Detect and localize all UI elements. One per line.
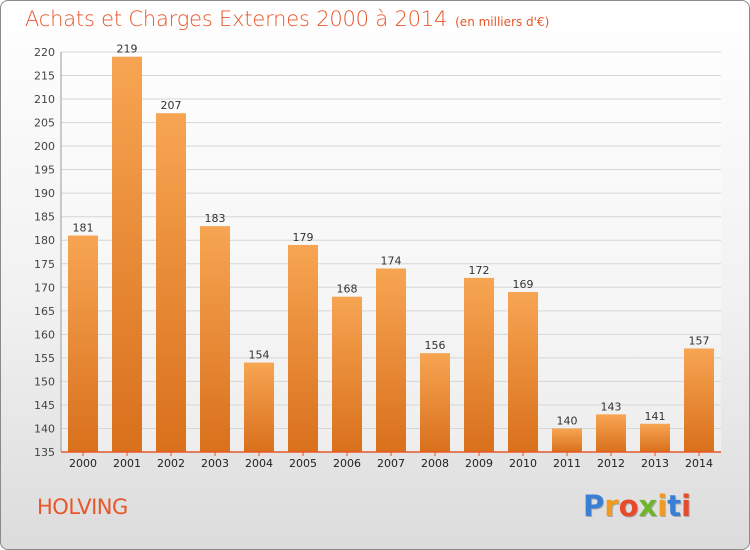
x-tick-label: 2005	[289, 457, 317, 470]
bar	[112, 56, 142, 453]
x-tick-label: 2003	[201, 457, 229, 470]
y-tick-label: 180	[34, 234, 55, 247]
logo-letter: t	[667, 489, 682, 523]
logo-letter: x	[638, 489, 658, 523]
logo-letter: i	[681, 489, 692, 523]
bar	[200, 226, 230, 452]
bar	[68, 235, 98, 452]
x-tick-label: 2010	[509, 457, 537, 470]
y-tick-label: 175	[34, 258, 55, 271]
value-label: 207	[161, 99, 182, 112]
y-tick-label: 220	[34, 46, 55, 59]
y-tick-labels: 135 140 145 150 155 160 165 170 175 180 185 190 195 2…	[34, 46, 55, 459]
chart-unit-note: (en milliers d'€)	[455, 15, 550, 29]
value-label: 183	[205, 212, 226, 225]
x-tick-label: 2009	[465, 457, 493, 470]
y-tick-label: 215	[34, 70, 55, 83]
bar	[376, 268, 406, 452]
y-tick-label: 205	[34, 117, 55, 130]
proxiti-logo: Proxiti	[583, 489, 691, 523]
bar	[596, 414, 626, 452]
value-label: 156	[425, 339, 446, 352]
x-tick-label: 2000	[69, 457, 97, 470]
x-tick-label: 2006	[333, 457, 361, 470]
bar	[684, 348, 714, 452]
bar	[244, 362, 274, 452]
y-tick-label: 135	[34, 446, 55, 459]
y-tick-label: 185	[34, 211, 55, 224]
bar	[508, 292, 538, 452]
value-label: 168	[337, 283, 358, 296]
y-tick-label: 200	[34, 140, 55, 153]
bars	[68, 56, 714, 453]
y-tick-label: 170	[34, 281, 55, 294]
x-tick-labels: 2000 2001 2002 2003 2004 2005 2006 2007 2008 2009…	[69, 457, 713, 470]
x-tick-label: 2011	[553, 457, 581, 470]
value-label: 157	[689, 334, 710, 347]
bar	[640, 423, 670, 452]
title-line: Achats et Charges Externes 2000 à 2014 (e…	[25, 7, 549, 31]
y-tick-label: 145	[34, 399, 55, 412]
value-labels: 181 219 207 183 154 179 168 174 156 172 169 140 143 1…	[73, 43, 710, 428]
value-label: 143	[601, 400, 622, 413]
value-label: 154	[249, 349, 270, 362]
y-tick-label: 195	[34, 164, 55, 177]
y-tick-label: 210	[34, 93, 55, 106]
bar	[156, 113, 186, 453]
bar	[420, 353, 450, 452]
axes	[60, 52, 721, 456]
value-label: 219	[117, 43, 138, 56]
value-label: 169	[513, 278, 534, 291]
y-tick-label: 150	[34, 375, 55, 388]
value-label: 140	[557, 414, 578, 427]
bar	[464, 277, 494, 452]
logo-letter: P	[583, 489, 605, 523]
bar	[552, 428, 582, 452]
y-tick-label: 140	[34, 422, 55, 435]
x-tick-label: 2012	[597, 457, 625, 470]
value-label: 141	[645, 410, 666, 423]
bar	[332, 296, 362, 452]
logo-letter: o	[618, 489, 639, 523]
value-label: 172	[469, 264, 490, 277]
x-tick-label: 2008	[421, 457, 449, 470]
y-tick-label: 155	[34, 352, 55, 365]
x-tick-label: 2004	[245, 457, 273, 470]
chart-title: Achats et Charges Externes 2000 à 2014	[25, 7, 448, 31]
value-label: 181	[73, 222, 94, 235]
value-label: 179	[293, 231, 314, 244]
logo-letter: r	[604, 489, 619, 523]
logo-letter: i	[657, 489, 668, 523]
bar	[288, 244, 318, 452]
y-tick-label: 165	[34, 305, 55, 318]
value-label: 174	[381, 254, 402, 267]
commune-name: HOLVING	[37, 495, 128, 519]
x-tick-label: 2007	[377, 457, 405, 470]
x-tick-label: 2013	[641, 457, 669, 470]
y-tick-label: 190	[34, 187, 55, 200]
x-tick-label: 2001	[113, 457, 141, 470]
x-tick-label: 2014	[685, 457, 713, 470]
x-tick-label: 2002	[157, 457, 185, 470]
y-tick-label: 160	[34, 328, 55, 341]
